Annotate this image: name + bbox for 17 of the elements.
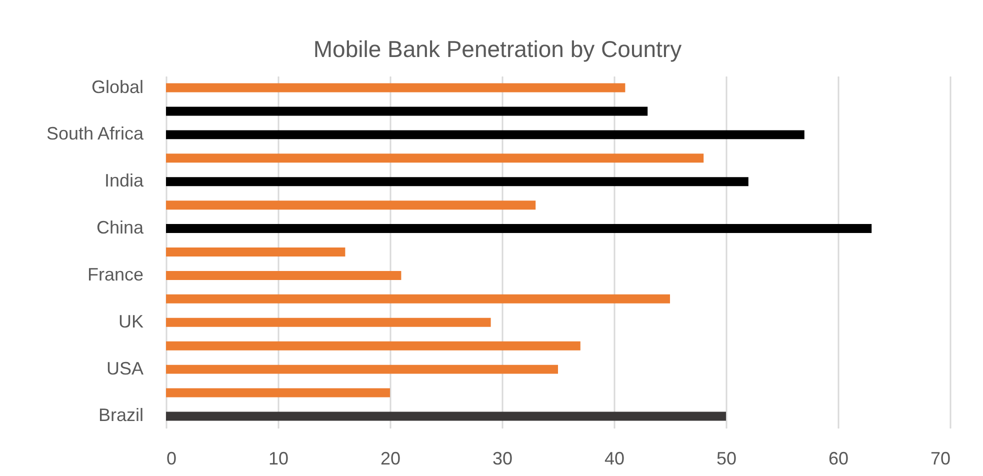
x-tick-label: 30 bbox=[492, 448, 513, 468]
x-tick-label: 20 bbox=[380, 448, 401, 468]
x-tick-label: 0 bbox=[166, 448, 177, 468]
y-tick-label: Brazil bbox=[98, 405, 144, 426]
x-tick-label: 60 bbox=[828, 448, 849, 468]
y-tick-label: UK bbox=[118, 311, 144, 332]
y-tick-label: China bbox=[96, 218, 144, 238]
x-tick-label: 50 bbox=[716, 448, 737, 468]
y-tick-label: South Africa bbox=[46, 124, 144, 144]
x-tick-label: 40 bbox=[604, 448, 625, 468]
x-tick-label: 70 bbox=[930, 448, 950, 468]
y-tick-label: France bbox=[87, 264, 144, 284]
y-tick-label: USA bbox=[106, 358, 144, 378]
chart-title: Mobile Bank Penetration by Country bbox=[313, 36, 682, 62]
x-tick-label: 10 bbox=[268, 448, 289, 468]
y-tick-label: India bbox=[104, 170, 144, 191]
y-tick-label: Global bbox=[91, 76, 144, 97]
